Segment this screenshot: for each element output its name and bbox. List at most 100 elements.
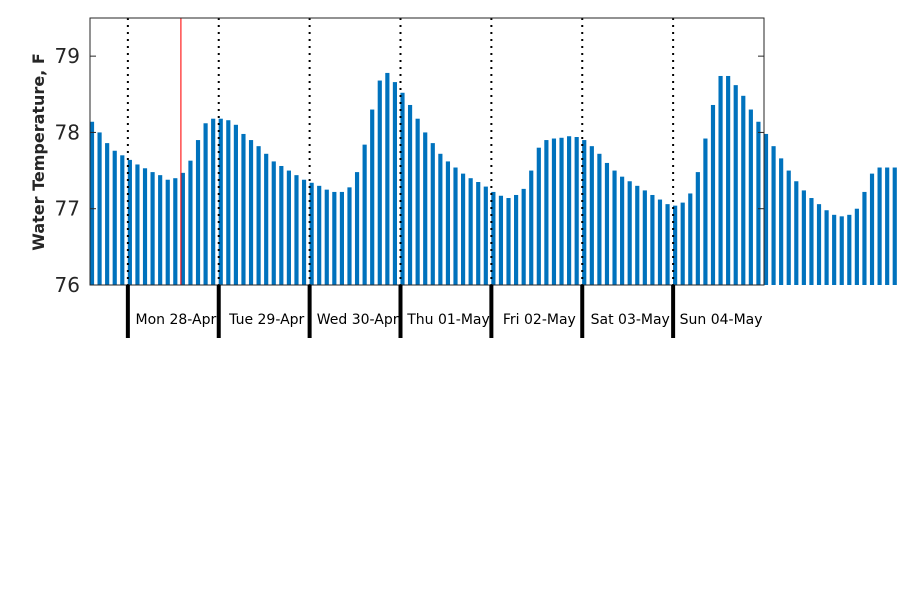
bar [506, 198, 511, 285]
bar [407, 104, 413, 285]
day-label: Tue 29-Apr [228, 312, 304, 328]
day-label: Thu 01-May [406, 312, 490, 328]
bar [332, 191, 337, 285]
bar [703, 138, 708, 285]
bar [317, 185, 322, 285]
bar [741, 95, 746, 285]
bar [498, 195, 504, 285]
bar [710, 104, 716, 285]
bar [97, 132, 102, 285]
bar [286, 170, 291, 285]
bar [483, 186, 488, 285]
bar [604, 162, 610, 285]
day-label: Fri 02-May [503, 312, 576, 328]
bar [877, 167, 882, 285]
bar [839, 216, 844, 285]
bar [847, 214, 852, 285]
bar [324, 189, 329, 285]
bar [491, 191, 496, 285]
bar [536, 147, 541, 285]
bar [150, 172, 155, 285]
bar [862, 191, 867, 285]
day-separators [126, 18, 675, 285]
bar [233, 124, 238, 285]
bar [203, 123, 208, 286]
bar [544, 140, 549, 285]
bar [226, 120, 231, 285]
bar [695, 172, 700, 285]
bar [582, 140, 587, 285]
bar [105, 143, 110, 285]
bar [476, 182, 481, 285]
bar [241, 133, 246, 285]
bar [809, 198, 814, 285]
plot-frame [89, 17, 765, 286]
bar [620, 176, 625, 285]
bar [779, 158, 784, 285]
bar [438, 153, 443, 285]
bar [385, 72, 390, 286]
bar [461, 173, 466, 285]
bar [763, 133, 769, 285]
y-tick-label: 76 [55, 273, 80, 297]
bar [733, 85, 738, 285]
bar [801, 190, 806, 285]
bar [392, 82, 398, 285]
bar [529, 170, 534, 285]
y-tick-label: 79 [55, 44, 80, 68]
day-label: Mon 28-Apr [135, 312, 216, 328]
day-label: Wed 30-Apr [317, 312, 399, 328]
bar [635, 185, 640, 285]
bar [211, 118, 216, 285]
bar [309, 182, 314, 285]
bar [650, 194, 655, 285]
bar [248, 140, 254, 285]
bar [688, 193, 693, 285]
bar [718, 75, 723, 285]
bar [627, 181, 632, 285]
bar [89, 121, 95, 285]
bar [559, 137, 564, 285]
bar [377, 80, 382, 285]
bar [665, 204, 670, 285]
bar [165, 179, 170, 285]
bar [854, 208, 859, 285]
day-labels: Mon 28-Apr Tue 29-Apr Wed 30-Apr Thu 01-May… [135, 312, 762, 328]
bar [521, 188, 526, 285]
day-label: Sun 04-May [680, 312, 763, 328]
bar [824, 210, 829, 285]
y-tick-label: 77 [55, 197, 80, 221]
bars-group [89, 72, 897, 286]
bar [574, 137, 579, 285]
bar [354, 172, 360, 285]
bar [301, 179, 307, 285]
bar [786, 170, 791, 285]
bar [748, 109, 753, 285]
bar [423, 132, 428, 285]
bar [264, 153, 269, 285]
bar [885, 167, 890, 285]
bar [158, 175, 163, 285]
bar [453, 167, 458, 285]
bar [362, 144, 367, 285]
bar [567, 136, 572, 285]
bar [726, 75, 731, 285]
day-tick-marks [125, 285, 676, 338]
bar [188, 160, 193, 285]
bar [415, 118, 420, 285]
bar [112, 150, 117, 285]
bar [218, 118, 223, 285]
bar [892, 167, 897, 285]
bar [597, 153, 602, 285]
bar [816, 204, 822, 285]
bar [339, 191, 344, 285]
bar [756, 121, 761, 285]
bar [612, 170, 617, 285]
bar [771, 146, 776, 285]
bar [256, 146, 261, 285]
bar [271, 161, 276, 285]
bar [680, 202, 685, 285]
bar [551, 138, 557, 285]
bar [673, 205, 678, 285]
bar [195, 140, 201, 285]
